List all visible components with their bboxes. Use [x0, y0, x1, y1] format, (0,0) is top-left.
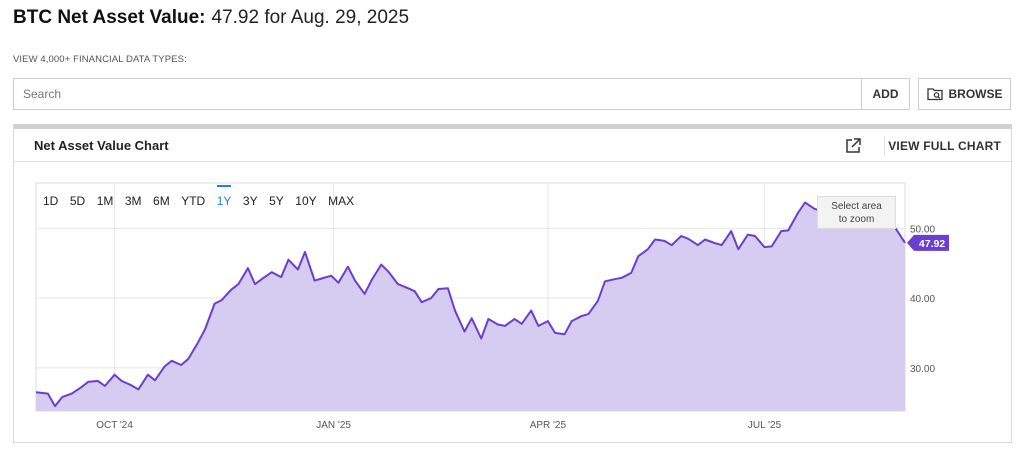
- range-button-max[interactable]: MAX: [328, 194, 355, 208]
- page-title-label: BTC Net Asset Value:: [13, 7, 206, 28]
- range-button-1d[interactable]: 1D: [43, 194, 59, 208]
- last-value-label: 47.92: [919, 238, 945, 250]
- range-button-5y[interactable]: 5Y: [269, 194, 284, 208]
- range-button-ytd[interactable]: YTD: [181, 194, 206, 208]
- zoom-hint-line-1: Select area: [831, 201, 882, 212]
- nav-series-line: [35, 200, 906, 408]
- range-button-6m[interactable]: 6M: [153, 194, 170, 208]
- y-tick-label: 40.00: [910, 294, 935, 305]
- folder-search-icon: [926, 88, 943, 101]
- page-title: BTC Net Asset Value: 47.92 for Aug. 29, 2…: [13, 7, 409, 29]
- panel-title: Net Asset Value Chart: [34, 138, 169, 153]
- x-tick-label: OCT '24: [96, 420, 133, 431]
- range-button-10y[interactable]: 10Y: [295, 194, 317, 208]
- zoom-hint: Select area to zoom: [817, 196, 896, 229]
- search-input[interactable]: [14, 79, 862, 109]
- external-link-icon[interactable]: [844, 137, 862, 155]
- search-caption: VIEW 4,000+ FINANCIAL DATA TYPES:: [13, 54, 187, 65]
- add-button[interactable]: ADD: [861, 79, 909, 109]
- search-box: ADD: [13, 78, 910, 110]
- view-full-chart-button[interactable]: VIEW FULL CHART: [888, 139, 1001, 153]
- page-title-value: 47.92 for Aug. 29, 2025: [211, 7, 410, 28]
- x-tick-label: JUL '25: [748, 420, 782, 431]
- x-tick-label: APR '25: [530, 420, 567, 431]
- nav-area-fill: [36, 201, 905, 411]
- y-tick-label: 50.00: [910, 224, 935, 235]
- header-divider: [884, 136, 885, 156]
- browse-button[interactable]: BROWSE: [918, 78, 1011, 110]
- panel-header: Net Asset Value Chart VIEW FULL CHART: [14, 129, 1011, 162]
- last-value-badge: [907, 234, 949, 251]
- range-button-1m[interactable]: 1M: [96, 194, 114, 208]
- range-button-1y[interactable]: 1Y: [216, 185, 231, 208]
- zoom-hint-line-2: to zoom: [838, 214, 875, 225]
- range-button-3m[interactable]: 3M: [124, 194, 142, 208]
- range-button-5d[interactable]: 5D: [69, 194, 86, 208]
- browse-label: BROWSE: [948, 87, 1003, 101]
- range-selector: 1D 5D 1M 3M 6M YTD 1Y 3Y 5Y 10Y MAX: [43, 185, 366, 208]
- y-tick-label: 30.00: [910, 364, 935, 375]
- x-tick-label: JAN '25: [316, 420, 351, 431]
- range-button-3y[interactable]: 3Y: [242, 194, 258, 208]
